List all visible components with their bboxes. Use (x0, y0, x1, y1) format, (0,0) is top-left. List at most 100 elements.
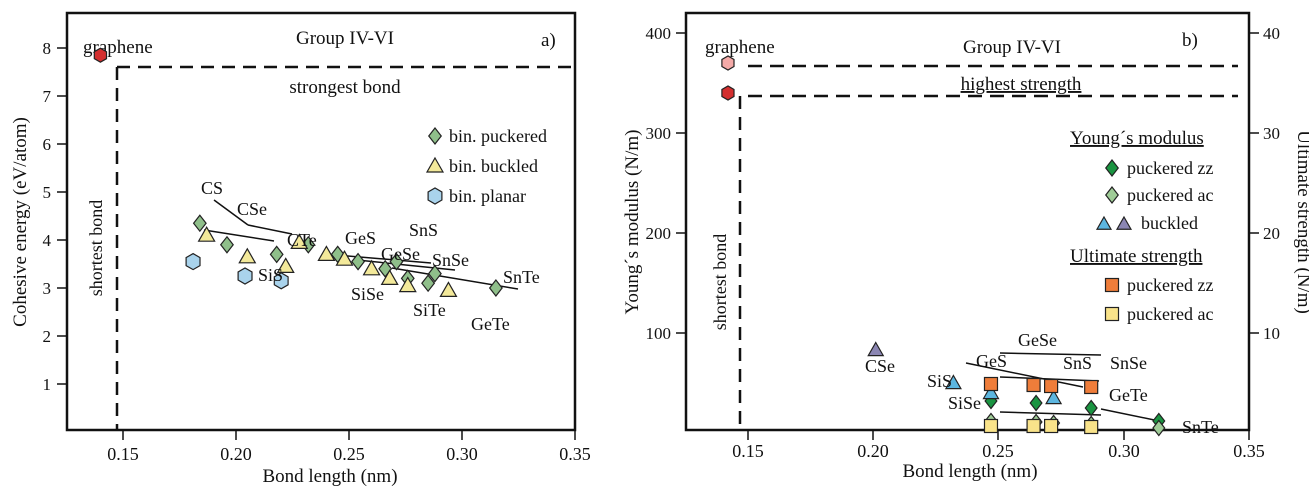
panel-b-point-square (1044, 378, 1059, 394)
panel-b-legend-label: puckered ac (1127, 185, 1213, 205)
panel-a-panel-label: a) (541, 30, 556, 51)
panel-b-legend-header: Young´s modulus (1070, 128, 1204, 149)
panel-b-annotation: GeTe (1109, 385, 1148, 405)
panel-b-y2tick-label: 40 (1263, 24, 1280, 43)
panel-b-annotation: SiSe (948, 393, 981, 413)
panel-a-point-triangle (335, 249, 354, 266)
panel-a-ytick-label: 7 (43, 87, 52, 106)
panel-b-y2tick-label: 20 (1263, 224, 1280, 243)
panel-b-ytick-label: 100 (646, 324, 672, 343)
panel-a-cohesive-energy: 1 2 3 4 5 6 7 8 Cohesive energy (eV/atom… (10, 11, 591, 487)
panel-b-highest-strength-text: highest strength (961, 74, 1082, 95)
panel-b-graphene-modulus-marker (721, 85, 735, 101)
panel-b-points (867, 341, 1166, 437)
panel-b-point-diamond (1029, 394, 1043, 412)
panel-b-graphene-label: graphene (705, 37, 775, 58)
panel-a-annotation: SiS (258, 265, 283, 285)
panel-a-annotation: GeSe (381, 244, 420, 264)
panel-a-ytick-label: 6 (43, 135, 52, 154)
panel-a-annotations: CS CSe CTe SiS GeS SnS GeSe SnSe SiSe Si… (201, 178, 540, 334)
panel-b-xtick-label: 0.35 (1233, 441, 1265, 461)
panel-b-y-axis: 100 200 300 400 Young´s modulus (N/m) (622, 24, 686, 343)
panel-b-graphene-strength-marker (721, 55, 735, 71)
panel-b-legend-marker (1095, 215, 1113, 230)
panel-a-point-hexagon (185, 252, 201, 271)
panel-b-y-axis-label: Young´s modulus (N/m) (622, 130, 643, 315)
panel-a-point-triangle (398, 276, 417, 293)
panel-a-point-diamond (389, 252, 404, 271)
panel-a-annotation: SiSe (351, 284, 384, 304)
panel-a-xtick-label: 0.25 (333, 444, 365, 464)
panel-b-legend-marker (1104, 306, 1120, 322)
panel-b-xtick-label: 0.20 (857, 441, 889, 461)
panel-a-frame (65, 11, 577, 432)
panel-a-legend-marker (427, 187, 443, 205)
panel-a-graphene-marker (93, 47, 108, 63)
panel-a-ytick-label: 8 (43, 39, 52, 58)
panel-b-y2tick-label: 30 (1263, 124, 1280, 143)
panel-a-trend-line (213, 199, 249, 226)
panel-a-annotation: CS (201, 178, 223, 198)
panel-a-x-axis-label: Bond length (nm) (262, 466, 397, 487)
panel-a-point-hexagon (273, 272, 289, 290)
panel-b-xtick-label: 0.15 (732, 441, 764, 461)
panel-a-legend: bin. puckered bin. buckled bin. planar (425, 126, 547, 206)
panel-a-point-diamond (269, 245, 284, 264)
panel-b-ytick-label: 300 (646, 124, 672, 143)
panel-a-graphene-label: graphene (83, 37, 153, 58)
panel-a-annotation: SnTe (503, 267, 540, 287)
panel-a-point-triangle (290, 233, 309, 249)
panel-a-annotation: CSe (237, 199, 267, 219)
panel-a-point-diamond (192, 214, 207, 233)
panel-a-annotation: SnS (409, 220, 438, 240)
panel-a-point-hexagon (237, 267, 253, 285)
panel-a-points (185, 214, 503, 297)
panel-a-y-axis-label: Cohesive energy (eV/atom) (10, 117, 31, 327)
panel-b-legend-marker (1115, 215, 1133, 230)
panel-a-point-triangle (197, 225, 216, 242)
panel-b-annotation: SnTe (1182, 417, 1219, 437)
panel-b-panel-label: b) (1182, 30, 1198, 51)
panel-b-legend-header: Ultimate strength (1070, 246, 1203, 267)
panel-a-point-triangle (380, 269, 399, 285)
panel-a-annotation: SnSe (432, 250, 469, 270)
panel-b-reference-group (721, 55, 735, 101)
panel-a-legend-marker (425, 156, 445, 173)
panel-a-annotation: CTe (287, 230, 317, 250)
panel-a-legend-label: bin. puckered (449, 126, 547, 146)
panel-a-annotation: SiTe (413, 300, 446, 320)
panel-a-xtick-label: 0.30 (446, 444, 478, 464)
panel-b-point-square (1084, 419, 1099, 435)
panel-a-point-diamond (351, 252, 366, 271)
panel-b-trend-line (965, 362, 1084, 388)
panel-a-shortest-bond-text: shortest bond (86, 200, 106, 297)
panel-a-ytick-label: 5 (43, 183, 52, 202)
panel-b-xtick-label: 0.30 (1108, 441, 1140, 461)
panel-a-xtick-label: 0.15 (107, 444, 139, 464)
panel-a-xtick-label: 0.35 (559, 444, 591, 464)
panel-a-y-axis: 1 2 3 4 5 6 7 8 Cohesive energy (eV/atom… (10, 39, 67, 394)
panel-b-point-diamond (1084, 399, 1098, 417)
panel-a-annotation: GeTe (471, 314, 510, 334)
panel-b-point-square (1044, 418, 1059, 434)
panel-b-y2-axis-label: Ultimate strength (N/m) (1293, 130, 1309, 314)
panel-b-frame (684, 11, 1251, 432)
panel-b-point-square (1026, 418, 1041, 434)
panel-a-trend-line (356, 259, 456, 271)
panel-a-ytick-label: 4 (43, 231, 52, 250)
panel-b-annotation: CSe (865, 356, 895, 376)
panel-a-point-triangle (238, 247, 257, 264)
panel-b-point-square (1026, 377, 1041, 393)
panel-a-strongest-bond-text: strongest bond (289, 77, 401, 98)
panel-a-ytick-label: 2 (43, 327, 52, 346)
panel-b-point-triangle (1045, 389, 1063, 405)
panel-b-young-modulus-strength: 100 200 300 400 Young´s modulus (N/m) 10… (622, 11, 1309, 482)
panel-b-y2tick-label: 10 (1263, 324, 1280, 343)
panel-b-shortest-bond-text: shortest bond (710, 234, 730, 331)
panel-b-ytick-label: 400 (646, 24, 672, 43)
panel-b-legend-label: puckered ac (1127, 304, 1213, 324)
panel-a-point-triangle (439, 281, 458, 297)
panel-a-point-triangle (362, 259, 381, 276)
panel-a-trend-line (203, 229, 275, 242)
